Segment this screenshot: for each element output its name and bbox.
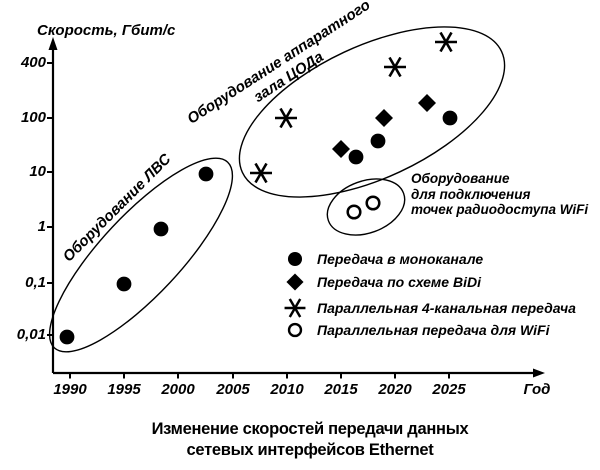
point-parallel4 — [275, 107, 297, 129]
asterisk-stroke — [439, 31, 453, 53]
legend-marker-open-circle-icon — [287, 322, 303, 338]
point-bidi — [332, 140, 350, 158]
asterisk-stroke — [254, 162, 268, 184]
point-parallel4 — [384, 56, 406, 78]
point-wifi — [346, 204, 362, 220]
lan-group-ellipse — [48, 157, 234, 353]
x-axis-title: Год — [523, 381, 551, 398]
legend-item: Параллельная передача для WiFi — [280, 318, 549, 342]
point-mono — [348, 149, 364, 165]
wifi-group-label: Оборудование для подключения точек радио… — [411, 171, 588, 218]
point-mono — [370, 133, 386, 149]
wifi-group-label-line2: для подключения — [411, 186, 531, 202]
asterisk-stroke — [288, 298, 302, 318]
asterisk-stroke — [279, 107, 293, 129]
legend-open-circle-glyph — [287, 322, 303, 338]
y-tick-label: 1 — [37, 218, 46, 235]
point-parallel4 — [250, 162, 272, 184]
y-tick-label: 0,01 — [16, 326, 46, 343]
y-tick-label: 400 — [20, 54, 46, 71]
point-mono — [116, 276, 132, 292]
wifi-group-label-line3: точек радиодоступа WiFi — [411, 202, 589, 217]
legend-item-label: Параллельная передача для WiFi — [317, 322, 550, 338]
wifi-group-label-line1: Оборудование — [411, 171, 510, 186]
legend-marker-filled-diamond-icon — [286, 273, 304, 291]
y-axis-title: Скорость, Гбит/с — [37, 22, 176, 39]
wifi-group-ellipse — [326, 178, 406, 236]
point-bidi — [418, 94, 436, 112]
legend-item: Параллельная 4-канальная передача — [280, 296, 576, 320]
x-tick-label: 2010 — [270, 381, 304, 398]
legend-filled-circle-glyph — [287, 251, 303, 267]
point-bidi — [375, 109, 393, 127]
x-tick-label: 2000 — [161, 381, 195, 398]
legend-filled-diamond-glyph — [286, 273, 304, 291]
x-tick-label: 2025 — [432, 381, 466, 398]
legend-marker-asterisk-icon — [284, 298, 306, 318]
legend-item: Передача в моноканале — [280, 247, 483, 271]
point-wifi — [365, 195, 381, 211]
x-tick-label: 2015 — [324, 381, 358, 398]
chart-title: Изменение скоростей передачи данных сете… — [10, 419, 600, 460]
asterisk-stroke — [388, 56, 402, 78]
x-tick-label: 2005 — [216, 381, 250, 398]
legend-marker-filled-circle-icon — [287, 251, 303, 267]
y-tick-label: 10 — [29, 163, 46, 180]
x-axis-arrow — [533, 368, 545, 378]
legend-asterisk-glyph — [284, 298, 306, 318]
legend-item-label: Передача по схеме BiDi — [317, 274, 481, 290]
legend-item-label: Параллельная 4-канальная передача — [317, 300, 576, 316]
legend-item-label: Передача в моноканале — [317, 251, 484, 267]
x-tick-label: 1995 — [107, 381, 141, 398]
y-axis-arrow — [48, 37, 58, 50]
x-tick-label: 1990 — [53, 381, 87, 398]
x-tick-label: 2020 — [378, 381, 412, 398]
point-mono — [198, 166, 214, 182]
point-parallel4 — [435, 31, 457, 53]
y-tick-label: 0,1 — [25, 274, 46, 291]
chart-title-line1: Изменение скоростей передачи данных — [151, 420, 469, 438]
dc-group-ellipse — [238, 26, 506, 198]
y-tick-label: 100 — [20, 109, 46, 126]
chart-title-line2: сетевых интерфейсов Ethernet — [186, 440, 434, 459]
point-mono — [442, 110, 458, 126]
legend-item: Передача по схеме BiDi — [280, 270, 481, 294]
point-mono — [59, 329, 75, 345]
point-mono — [153, 221, 169, 237]
